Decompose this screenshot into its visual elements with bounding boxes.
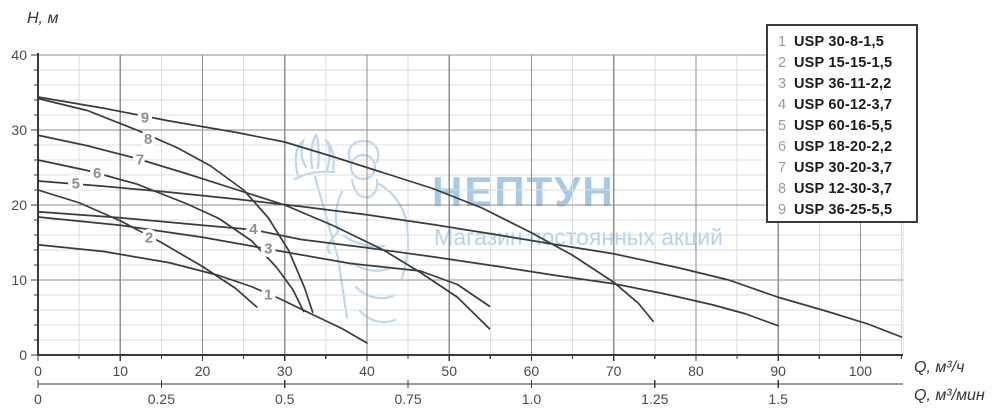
- legend-item-number: 2: [778, 55, 787, 71]
- legend-item: 7 USP 30-20-3,7: [778, 158, 916, 179]
- x-axis-primary-unit-label: Q, м³/ч: [914, 359, 965, 376]
- legend-item-model: USP 30-8-1,5: [794, 34, 884, 50]
- y-axis-unit-label: H, м: [27, 10, 59, 27]
- curve-label-3: 3: [264, 241, 272, 258]
- x-secondary-tick-label: 1.25: [641, 391, 668, 407]
- legend-item-model: USP 30-20-3,7: [794, 160, 893, 176]
- x-tick-label: 40: [359, 363, 375, 379]
- x-tick-label: 60: [524, 363, 540, 379]
- legend-item-number: 7: [778, 160, 787, 176]
- pump-curve-6: [37, 159, 305, 313]
- y-tick-label: 10: [11, 272, 27, 288]
- legend-item-model: USP 12-30-3,7: [794, 181, 893, 197]
- y-tick-label: 40: [11, 47, 27, 63]
- pump-curve-3: [37, 216, 491, 308]
- x-secondary-tick-label: 1.0: [522, 391, 542, 407]
- pump-curve-2: [37, 189, 258, 308]
- y-tick-label: 20: [11, 197, 27, 213]
- pump-curve-5: [37, 180, 903, 338]
- x-tick-label: 100: [849, 363, 873, 379]
- axis-tick-labels: 0 10 20 30 40 0 10 20 30 40 50 60 70 80 90 100: [11, 47, 872, 379]
- legend-item: 9 USP 36-25-5,5: [778, 200, 916, 221]
- x-tick-label: 80: [688, 363, 704, 379]
- axes: [31, 53, 903, 361]
- x-tick-label: 70: [606, 363, 622, 379]
- legend-item: 8 USP 12-30-3,7: [778, 179, 916, 200]
- legend-item-number: 8: [778, 181, 787, 197]
- y-tick-label: 30: [11, 122, 27, 138]
- x-secondary-tick-label: 0.75: [394, 391, 421, 407]
- watermark-tagline: Магазин постоянных акций: [434, 224, 723, 250]
- legend-item-model: USP 60-12-3,7: [794, 97, 893, 113]
- curve-label-5: 5: [72, 175, 80, 192]
- x-secondary-tick-label: 1.5: [768, 391, 788, 407]
- x-tick-label: 10: [112, 363, 128, 379]
- legend-item-number: 9: [778, 202, 787, 218]
- legend-item-number: 6: [778, 139, 787, 155]
- x-tick-label: 0: [34, 363, 42, 379]
- pump-curve-7: [37, 134, 491, 330]
- curve-label-8: 8: [144, 131, 152, 148]
- x-tick-label: 50: [441, 363, 457, 379]
- pump-curve-1: [37, 243, 368, 344]
- curve-label-2: 2: [145, 229, 153, 246]
- legend-item-model: USP 18-20-2,2: [794, 139, 893, 155]
- x-tick-label: 30: [277, 363, 293, 379]
- legend-item: 5 USP 60-16-5,5: [778, 116, 916, 137]
- legend-item: 3 USP 36-11-2,2: [778, 74, 916, 95]
- legend-item-number: 4: [778, 97, 787, 113]
- watermark-title: НЕПТУН: [432, 168, 615, 215]
- legend-item: 4 USP 60-12-3,7: [778, 95, 916, 116]
- y-tick-label: 0: [19, 347, 27, 363]
- legend-item: 6 USP 18-20-2,2: [778, 137, 916, 158]
- legend-item-model: USP 36-11-2,2: [794, 76, 892, 92]
- x-axis-secondary: 0 0.25 0.5 0.75 1.0 1.25 1.5: [34, 380, 903, 407]
- legend-item-model: USP 15-15-1,5: [794, 55, 893, 71]
- legend-item: 1 USP 30-8-1,5: [778, 32, 916, 53]
- pump-curve-8: [37, 97, 314, 314]
- x-axis-secondary-unit-label: Q, м³/мин: [914, 387, 985, 404]
- x-secondary-tick-label: 0: [34, 391, 42, 407]
- legend-item-number: 1: [778, 34, 787, 50]
- x-secondary-tick-label: 0.5: [275, 391, 295, 407]
- legend-item-number: 5: [778, 118, 787, 134]
- pump-model-legend: 1 USP 30-8-1,5 2 USP 15-15-1,5 3 USP 36-11-2,…: [766, 24, 918, 223]
- legend-item-model: USP 60-16-5,5: [794, 118, 893, 134]
- x-tick-label: 90: [770, 363, 786, 379]
- curve-label-4: 4: [249, 221, 258, 238]
- curve-label-7: 7: [136, 151, 144, 168]
- pump-curve-9: [37, 96, 655, 323]
- pump-curves: [37, 96, 903, 344]
- x-secondary-tick-label: 0.25: [148, 391, 175, 407]
- pump-curve-4: [37, 210, 780, 327]
- curve-label-1: 1: [264, 286, 272, 303]
- legend-item-number: 3: [778, 76, 787, 92]
- curve-label-6: 6: [93, 165, 101, 182]
- x-tick-label: 20: [195, 363, 211, 379]
- curve-label-9: 9: [141, 109, 149, 126]
- legend-item-model: USP 36-25-5,5: [794, 202, 893, 218]
- legend-item: 2 USP 15-15-1,5: [778, 53, 916, 74]
